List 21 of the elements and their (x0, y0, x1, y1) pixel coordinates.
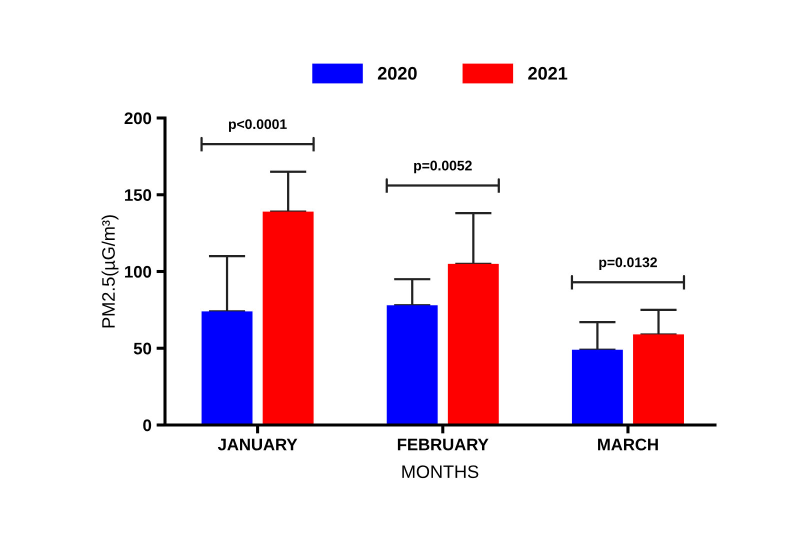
bar (202, 311, 252, 425)
y-tick-label: 100 (125, 266, 152, 278)
annotation: p=0.0052 (414, 160, 472, 174)
bar (386, 305, 438, 425)
x-axis-title: MONTHS (402, 465, 478, 478)
y-tick-label: 0 (143, 419, 152, 432)
bar (572, 350, 623, 425)
bar (633, 334, 684, 425)
legend-label: 2020 (378, 66, 417, 80)
annotation: p<0.0001 (228, 119, 287, 132)
legend-label: 2021 (528, 66, 568, 80)
x-tick-label: JANUARY (218, 438, 298, 450)
y-axis-title: PM2.5(µG/m³) (102, 215, 118, 328)
x-tick-label: MARCH (598, 438, 658, 450)
annotation: p=0.0132 (599, 257, 657, 270)
y-tick-label: 50 (134, 342, 152, 354)
bar (448, 264, 499, 425)
x-tick-label: FEBRUARY (398, 438, 488, 450)
y-tick-label: 200 (124, 112, 152, 124)
y-tick-label: 150 (125, 189, 152, 201)
bar (262, 212, 314, 425)
